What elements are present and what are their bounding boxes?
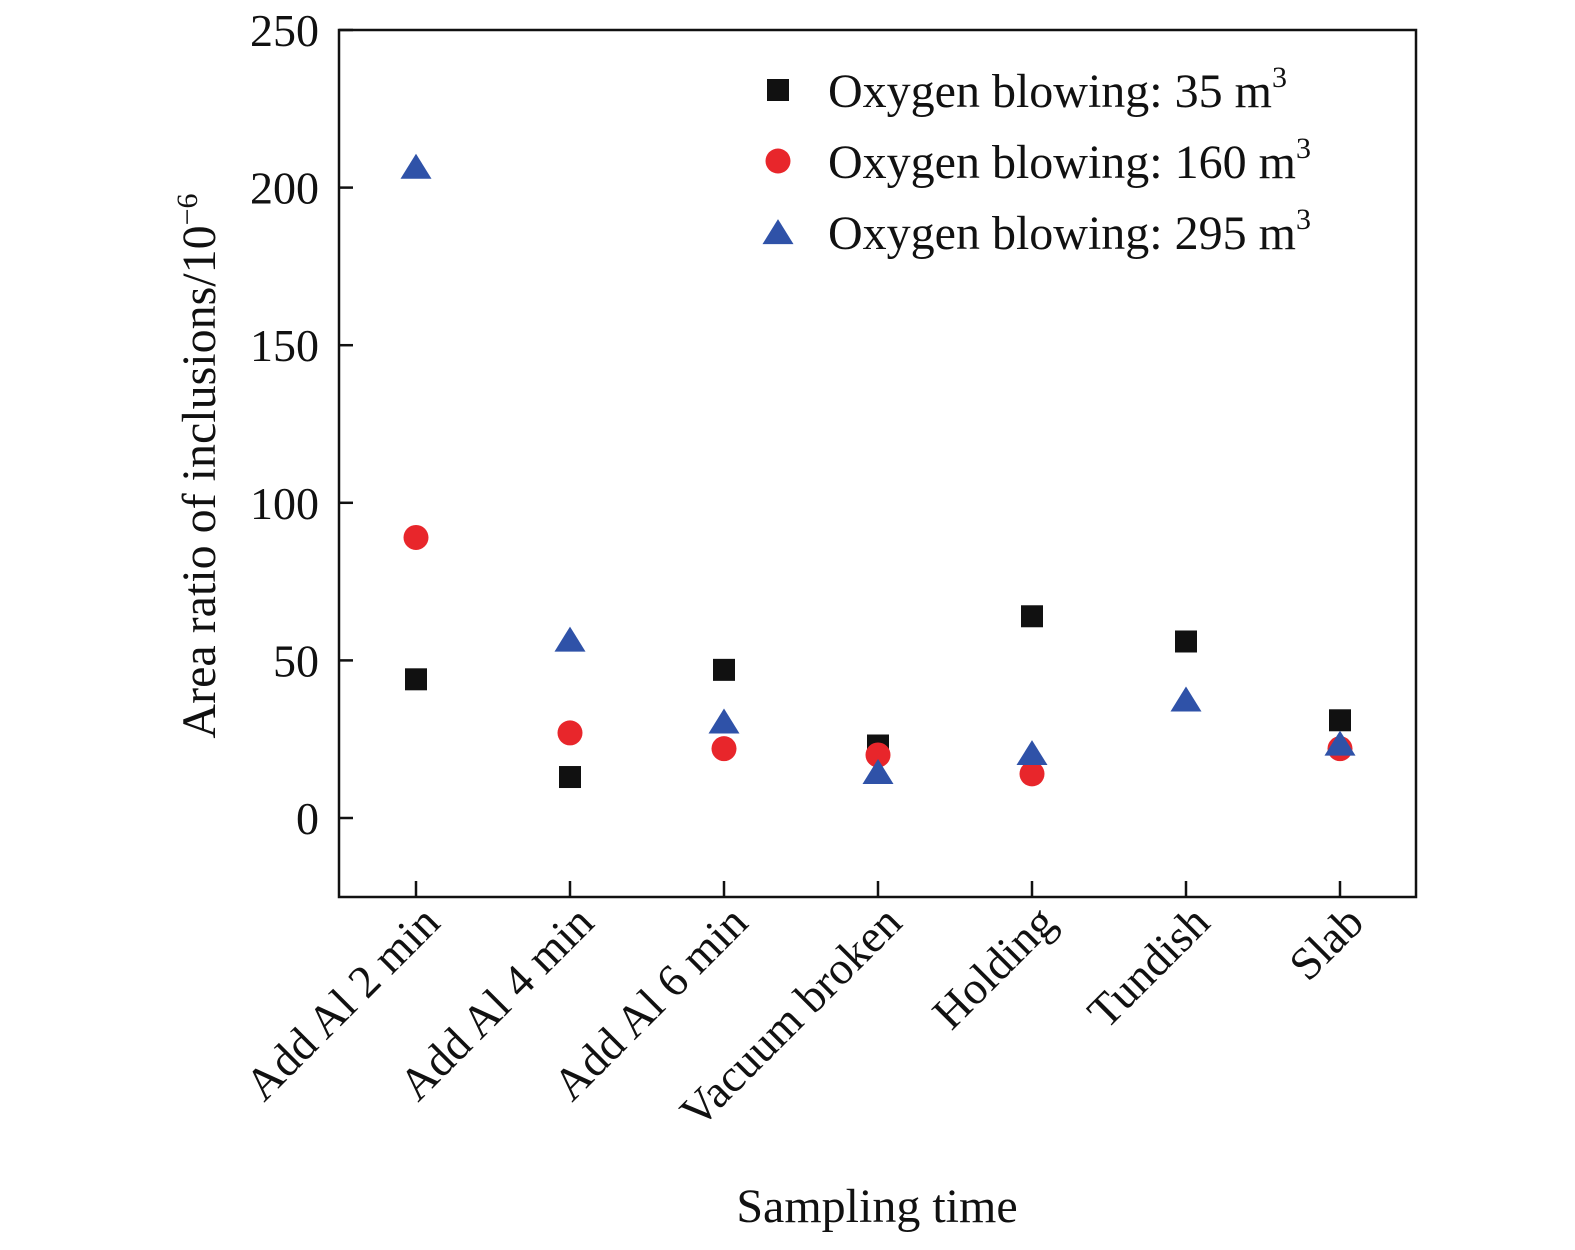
data-point-triangle xyxy=(1324,730,1356,756)
data-point-circle xyxy=(865,742,891,768)
y-tick-label: 50 xyxy=(273,635,319,686)
legend-marker-square xyxy=(767,79,789,101)
data-point-square xyxy=(405,668,427,691)
legend-entry: Oxygen blowing: 35 m3 xyxy=(828,61,1287,118)
legend-marker-circle xyxy=(765,148,791,174)
data-point-square xyxy=(559,766,581,789)
y-axis-label-text: Area ratio of inclusions/10 xyxy=(173,225,226,738)
x-tick-label: Slab xyxy=(1279,896,1373,990)
data-point-triangle xyxy=(1170,686,1202,712)
y-tick-label: 0 xyxy=(296,793,319,844)
data-point-circle xyxy=(1019,761,1045,787)
y-tick-label: 100 xyxy=(250,478,319,529)
data-point-triangle xyxy=(1016,740,1048,766)
y-axis: 0 50 100 150 200 250 xyxy=(250,5,353,844)
data-point-square xyxy=(1175,630,1197,653)
data-point-triangle xyxy=(400,153,432,179)
legend-entry: Oxygen blowing: 295 m3 xyxy=(828,203,1311,260)
y-tick-label: 200 xyxy=(250,163,319,214)
x-tick-label: Tundish xyxy=(1078,896,1220,1038)
y-tick-label: 150 xyxy=(250,320,319,371)
data-point-circle xyxy=(403,524,429,550)
data-point-circle xyxy=(557,720,583,746)
legend: Oxygen blowing: 35 m3 Oxygen blowing: 160… xyxy=(762,61,1311,260)
x-tick-label: Holding xyxy=(922,896,1065,1039)
data-point-triangle xyxy=(708,708,740,734)
data-point-square xyxy=(1021,605,1043,628)
y-tick-label: 250 xyxy=(250,5,319,56)
legend-entry: Oxygen blowing: 160 m3 xyxy=(828,132,1311,189)
data-point-square xyxy=(713,658,735,681)
data-points xyxy=(400,153,1356,789)
x-axis-label: Sampling time xyxy=(736,1180,1017,1233)
data-point-circle xyxy=(711,736,737,762)
data-point-square xyxy=(1329,709,1351,732)
y-axis-label: Area ratio of inclusions/10−6 xyxy=(171,193,226,738)
y-axis-label-exponent: −6 xyxy=(171,193,204,225)
data-point-triangle xyxy=(862,758,894,784)
legend-marker-triangle xyxy=(762,219,794,245)
data-point-triangle xyxy=(554,626,586,652)
